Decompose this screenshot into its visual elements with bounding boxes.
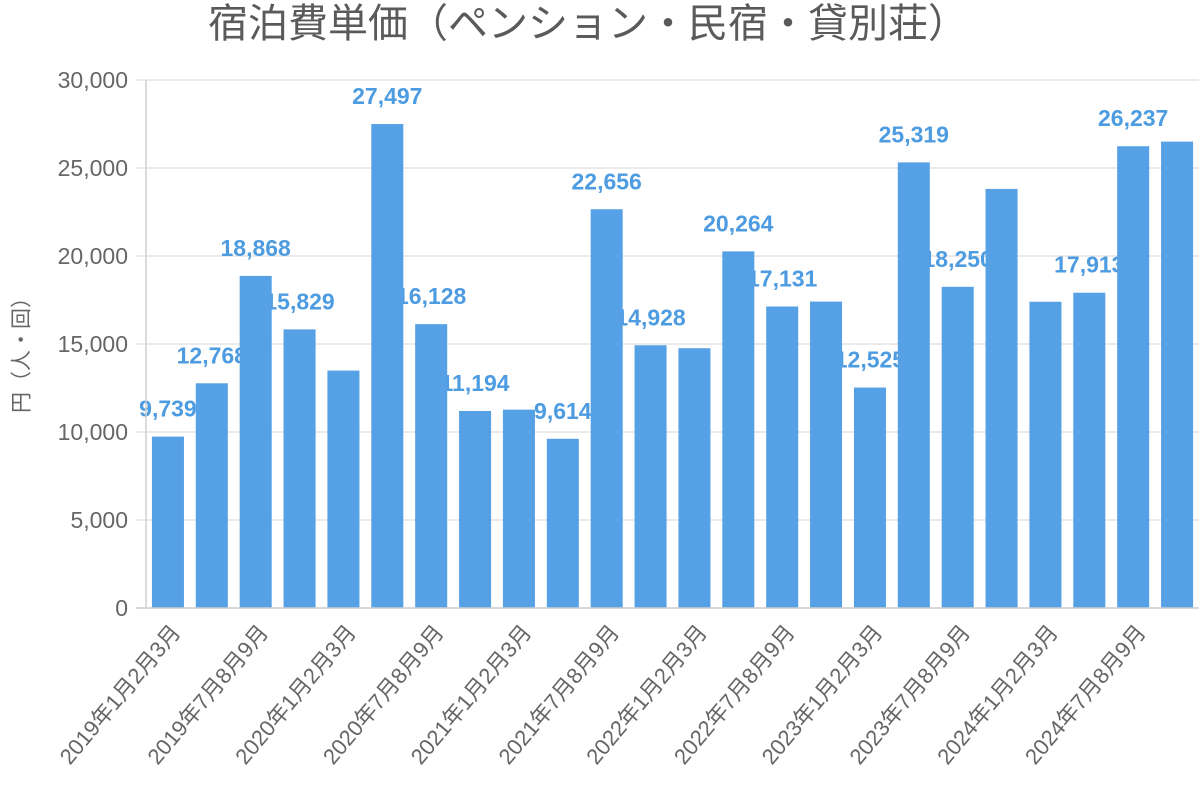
y-axis-ticks: 0 5,000 10,000 15,000 20,000 25,000 30,000 <box>58 67 128 621</box>
data-label: 20,264 <box>703 210 774 236</box>
data-label: 17,131 <box>747 265 818 291</box>
data-label: 11,194 <box>441 370 510 396</box>
data-label: 22,656 <box>572 168 642 194</box>
bar <box>546 438 579 608</box>
bar <box>590 209 623 608</box>
bars <box>151 124 1194 609</box>
bar <box>283 329 316 608</box>
bar <box>327 370 360 608</box>
bar <box>459 410 492 608</box>
data-label: 9,614 <box>534 398 592 424</box>
y-tick-label: 10,000 <box>58 419 128 445</box>
axes <box>136 80 1199 609</box>
bar <box>1029 301 1062 608</box>
data-label: 12,768 <box>177 342 248 368</box>
bar <box>195 383 228 608</box>
bar <box>151 436 184 608</box>
y-tick-label: 5,000 <box>70 507 128 533</box>
y-tick-label: 0 <box>115 595 128 621</box>
data-label: 18,868 <box>221 235 292 261</box>
x-axis-ticks: 2019年1月2月3月2019年7月8月9月2020年1月2月3月2020年7月… <box>55 620 1151 769</box>
data-label: 18,250 <box>923 246 993 272</box>
bar <box>766 306 799 608</box>
data-label: 9,739 <box>139 396 197 422</box>
y-tick-label: 15,000 <box>58 331 128 357</box>
bar <box>1117 146 1150 608</box>
data-label: 27,497 <box>352 83 422 109</box>
bar <box>415 324 448 608</box>
bar <box>985 188 1018 608</box>
y-axis-title: 円（人・回） <box>11 287 34 413</box>
bar <box>239 275 272 608</box>
y-tick-label: 20,000 <box>58 243 128 269</box>
bar <box>1073 292 1106 608</box>
bar <box>810 301 843 608</box>
y-tick-label: 30,000 <box>58 67 128 93</box>
data-label: 15,829 <box>264 288 334 314</box>
bar <box>678 348 711 608</box>
bar <box>941 286 974 608</box>
data-label: 12,525 <box>835 347 906 373</box>
data-label: 26,237 <box>1098 105 1168 131</box>
bar <box>634 345 667 608</box>
bar <box>1161 141 1194 608</box>
bar <box>853 387 886 608</box>
bar <box>722 251 755 608</box>
bar <box>371 124 404 609</box>
data-label: 17,913 <box>1054 252 1124 278</box>
y-tick-label: 25,000 <box>58 155 128 181</box>
bar <box>897 162 930 608</box>
data-label: 25,319 <box>879 121 949 147</box>
bar <box>502 409 535 608</box>
data-labels: 9,739 12,768 18,868 15,829 27,497 16,128 11,19… <box>139 83 1168 424</box>
chart-title: 宿泊費単価（ペンション・民宿・貸別荘） <box>208 2 968 46</box>
data-label: 16,128 <box>396 283 467 309</box>
data-label: 14,928 <box>615 304 686 330</box>
